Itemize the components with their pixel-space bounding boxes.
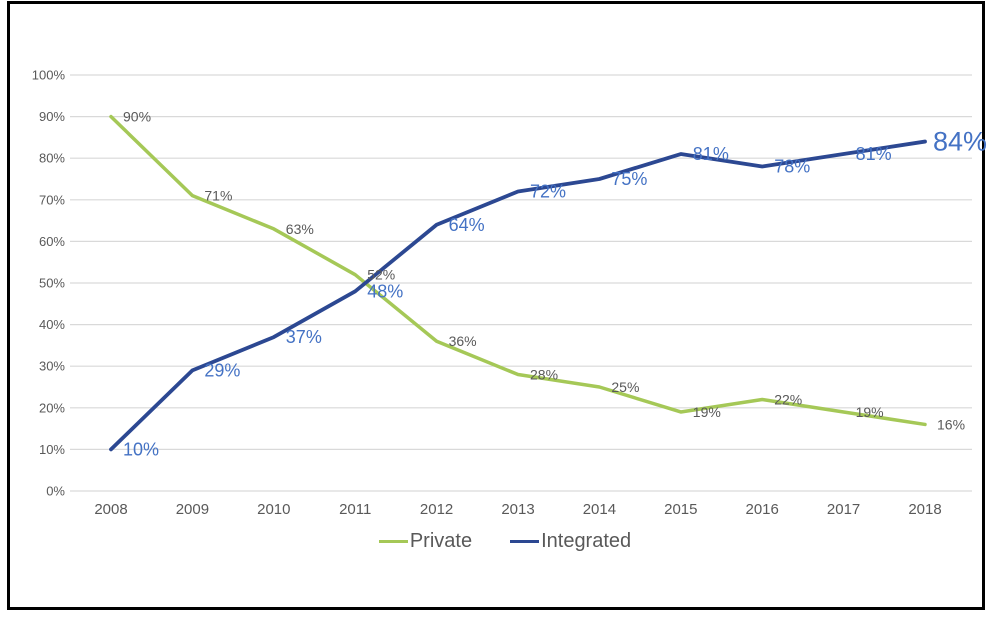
data-label-private-2013: 28%: [530, 367, 558, 383]
x-tick-2014: 2014: [583, 501, 616, 518]
series-line-integrated: [109, 139, 927, 452]
x-tick-2015: 2015: [664, 501, 697, 518]
x-tick-2009: 2009: [176, 501, 209, 518]
x-tick-2013: 2013: [501, 501, 534, 518]
x-tick-2010: 2010: [257, 501, 290, 518]
legend-label-integrated: Integrated: [541, 530, 632, 552]
data-label-integrated-2008: 10%: [123, 439, 159, 459]
x-tick-2017: 2017: [827, 501, 860, 518]
data-label-integrated-2018: 84%: [933, 127, 987, 157]
data-label-private-2014: 25%: [611, 379, 639, 395]
data-label-private-2008: 90%: [123, 109, 151, 125]
data-label-integrated-2010: 37%: [286, 327, 322, 347]
y-tick-70%: 70%: [39, 192, 65, 207]
data-label-integrated-2012: 64%: [449, 215, 485, 235]
data-label-integrated-2011: 48%: [367, 281, 403, 301]
private-line-swatch: [378, 540, 408, 543]
line-chart: 0% 10% 20% 30% 40% 50% 60% 70% 80% 90% 100% 2008 200…: [32, 68, 987, 519]
series-line-private: [109, 114, 927, 427]
data-label-private-2018: 16%: [937, 416, 965, 432]
data-label-private-2012: 36%: [449, 333, 477, 349]
legend-item-integrated: Integrated: [510, 530, 631, 553]
data-label-integrated-2016: 78%: [774, 157, 810, 177]
y-tick-60%: 60%: [39, 234, 65, 249]
y-tick-0%: 0%: [46, 484, 65, 499]
x-tick-2011: 2011: [339, 501, 371, 518]
y-tick-30%: 30%: [39, 359, 65, 374]
x-tick-2016: 2016: [746, 501, 779, 518]
chart-legend: Private Integrated: [10, 530, 990, 553]
data-label-integrated-2014: 75%: [611, 169, 647, 189]
data-label-private-2017: 19%: [856, 404, 884, 420]
data-label-private-2009: 71%: [204, 188, 232, 204]
data-label-integrated-2009: 29%: [204, 360, 240, 380]
y-tick-10%: 10%: [39, 442, 65, 457]
y-tick-20%: 20%: [39, 400, 65, 415]
y-tick-80%: 80%: [39, 151, 65, 166]
x-tick-2012: 2012: [420, 501, 453, 518]
data-label-private-2016: 22%: [774, 391, 802, 407]
integrated-line-swatch: [510, 540, 540, 543]
x-tick-2008: 2008: [94, 501, 127, 518]
data-label-private-2010: 63%: [286, 221, 314, 237]
data-label-private-2015: 19%: [693, 404, 721, 420]
legend-label-private: Private: [409, 530, 473, 552]
chart-frame: 0% 10% 20% 30% 40% 50% 60% 70% 80% 90% 100% 2008 200…: [7, 1, 987, 610]
y-tick-40%: 40%: [39, 317, 65, 332]
legend-item-private: Private: [378, 530, 473, 553]
data-label-integrated-2013: 72%: [530, 181, 566, 201]
y-tick-50%: 50%: [39, 276, 65, 291]
data-label-integrated-2017: 81%: [856, 144, 892, 164]
x-tick-2018: 2018: [908, 501, 941, 518]
y-tick-100%: 100%: [32, 68, 66, 83]
data-label-integrated-2015: 81%: [693, 144, 729, 164]
data-label-private-2011: 52%: [367, 267, 395, 283]
y-tick-90%: 90%: [39, 109, 65, 124]
